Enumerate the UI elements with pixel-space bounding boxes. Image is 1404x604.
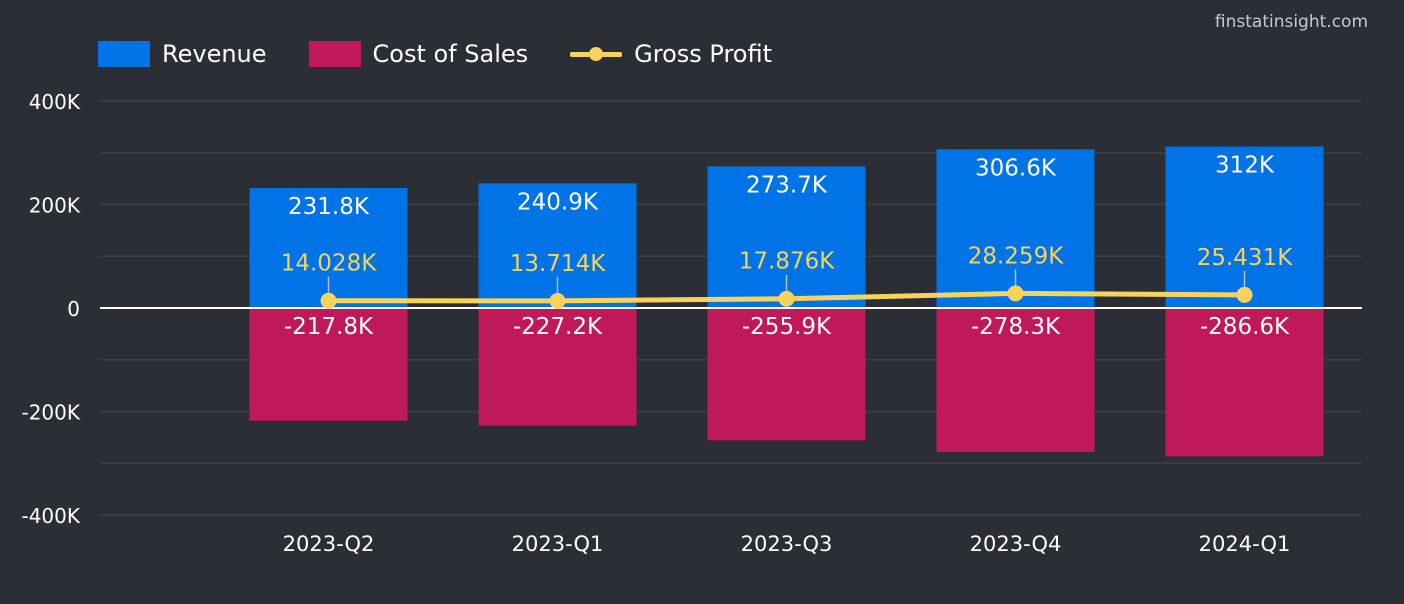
cost-of-sales-bar: [1165, 308, 1324, 457]
revenue-data-label: 273.7K: [746, 172, 828, 198]
gross-profit-point: [778, 290, 795, 307]
cost-of-sales-data-label: -255.9K: [742, 314, 832, 340]
gross-profit-data-label: 13.714K: [510, 251, 606, 277]
y-axis-ticks: 400K 200K 0 -200K -400K: [21, 90, 80, 528]
y-tick-label: 0: [67, 297, 80, 321]
gross-profit-data-label: 28.259K: [968, 243, 1064, 269]
legend-label-cost-of-sales: Cost of Sales: [372, 40, 529, 68]
legend: Revenue Cost of Sales Gross Profit: [98, 40, 772, 68]
legend-line-gross-profit: [570, 41, 623, 67]
cost-of-sales-data-label: -286.6K: [1200, 314, 1290, 340]
legend-item-gross-profit[interactable]: Gross Profit: [570, 40, 772, 68]
gross-profit-data-label: 25.431K: [1197, 245, 1293, 271]
gross-profit-point: [1007, 285, 1024, 302]
legend-swatch-cost-of-sales: [308, 41, 361, 67]
cost-of-sales-data-label: -227.2K: [513, 314, 603, 340]
x-tick-label: 2023-Q2: [283, 532, 375, 556]
legend-label-gross-profit: Gross Profit: [634, 40, 773, 68]
bars: [249, 146, 1324, 457]
gross-profit-line-layer: [320, 269, 1253, 309]
legend-item-cost-of-sales[interactable]: Cost of Sales: [308, 40, 529, 68]
cost-of-sales-data-label: -278.3K: [971, 314, 1061, 340]
x-tick-label: 2023-Q3: [741, 532, 833, 556]
gross-profit-point: [549, 292, 566, 309]
watermark: finstatinsight.com: [1214, 12, 1368, 32]
gross-profit-point: [320, 292, 337, 309]
legend-label-revenue: Revenue: [162, 40, 267, 68]
y-tick-label: -400K: [21, 504, 80, 528]
x-tick-label: 2024-Q1: [1199, 532, 1291, 556]
cost-of-sales-bar: [707, 308, 866, 441]
revenue-data-label: 306.6K: [975, 155, 1057, 181]
x-tick-label: 2023-Q1: [512, 532, 604, 556]
gross-profit-data-label: 14.028K: [281, 251, 377, 277]
x-tick-label: 2023-Q4: [970, 532, 1062, 556]
y-tick-label: 200K: [29, 194, 81, 218]
data-labels: 231.8K -217.8K 14.028K 240.9K -227.2K 13.714K…: [281, 153, 1293, 340]
x-axis-ticks: 2023-Q2 2023-Q1 2023-Q3 2023-Q4 2024-Q1: [283, 532, 1291, 556]
revenue-data-label: 240.9K: [517, 189, 599, 215]
revenue-data-label: 312K: [1215, 153, 1275, 179]
revenue-data-label: 231.8K: [288, 194, 370, 220]
legend-swatch-revenue: [98, 41, 150, 67]
gross-profit-data-label: 17.876K: [739, 249, 835, 275]
y-tick-label: 400K: [29, 90, 81, 114]
y-tick-label: -200K: [21, 401, 80, 425]
legend-item-revenue[interactable]: Revenue: [98, 40, 267, 68]
cost-of-sales-bar: [249, 308, 408, 421]
cost-of-sales-bar: [478, 308, 637, 426]
cost-of-sales-data-label: -217.8K: [284, 314, 374, 340]
gross-profit-point: [1236, 286, 1253, 303]
cost-of-sales-bar: [936, 308, 1095, 453]
